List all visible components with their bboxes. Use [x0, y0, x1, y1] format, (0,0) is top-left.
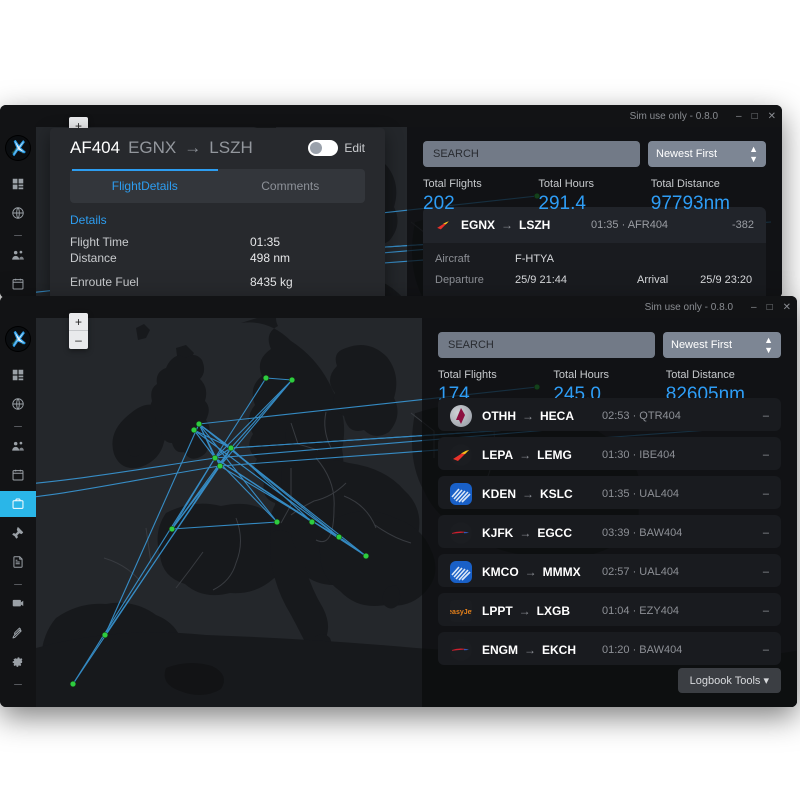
svg-text:easyJet: easyJet: [450, 609, 472, 616]
